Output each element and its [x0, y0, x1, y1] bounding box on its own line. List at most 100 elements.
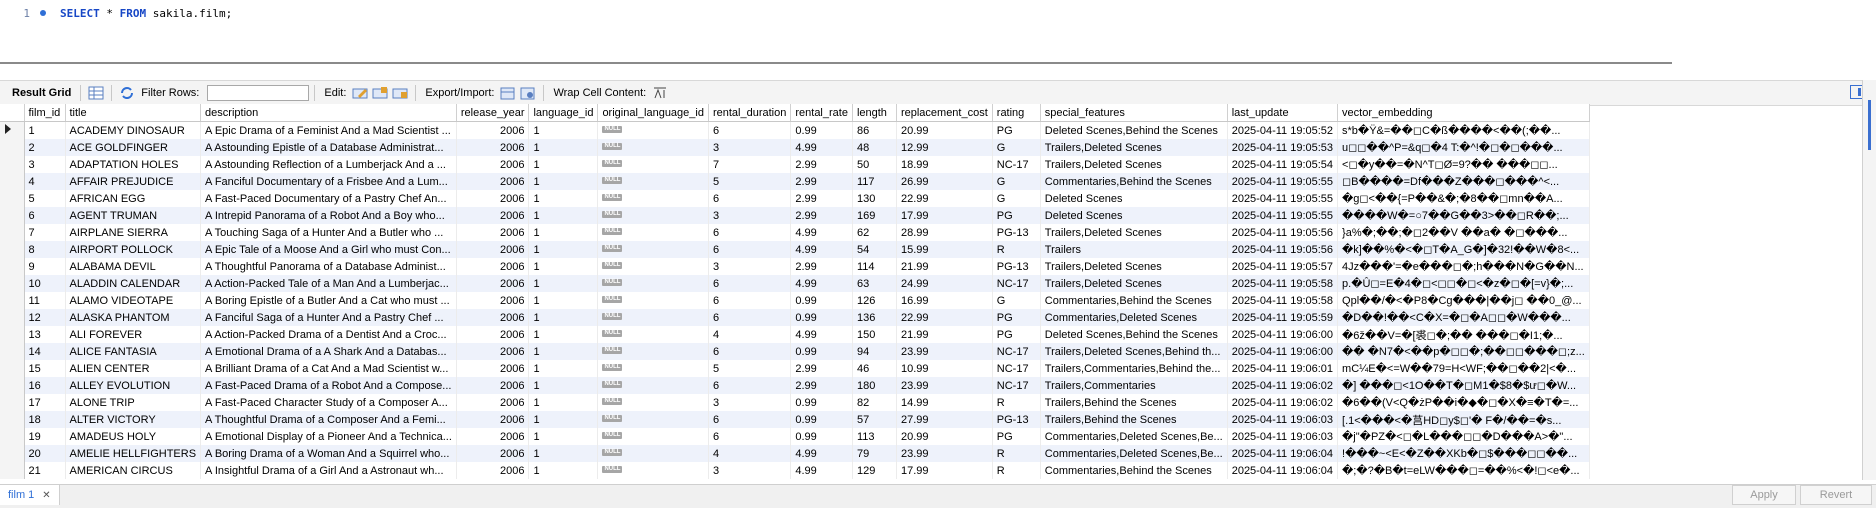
cell-language-id[interactable]: 1 — [528, 207, 599, 224]
cell-language-id[interactable]: 1 — [528, 462, 599, 479]
cell-title[interactable]: ACE GOLDFINGER — [65, 139, 202, 156]
cell-replacement-cost[interactable]: 23.99 — [896, 343, 993, 360]
cell-rental-duration[interactable]: 6 — [708, 190, 792, 207]
cell-rating[interactable]: R — [992, 241, 1041, 258]
result-tab-film-1[interactable]: film 1 ✕ — [0, 485, 60, 505]
cell-film-id[interactable]: 17 — [24, 394, 66, 411]
cell-rating[interactable]: PG-13 — [992, 224, 1041, 241]
cell-rental-duration[interactable]: 6 — [708, 377, 792, 394]
row-header[interactable] — [0, 309, 25, 326]
cell-release-year[interactable]: 2006 — [456, 394, 530, 411]
row-header[interactable] — [0, 190, 25, 207]
cell-rental-duration[interactable]: 3 — [708, 258, 792, 275]
cell-length[interactable]: 180 — [852, 377, 897, 394]
table-row[interactable]: 13 ALI FOREVER A Action-Packed Drama of a … — [0, 326, 1590, 343]
import-icon[interactable] — [520, 86, 536, 100]
cell-special-features[interactable]: Deleted Scenes — [1040, 190, 1228, 207]
cell-special-features[interactable]: Trailers,Deleted Scenes — [1040, 275, 1228, 292]
cell-film-id[interactable]: 15 — [24, 360, 66, 377]
cell-rental-rate[interactable]: 2.99 — [790, 190, 853, 207]
cell-rental-rate[interactable]: 0.99 — [790, 343, 853, 360]
cell-rental-duration[interactable]: 4 — [708, 445, 792, 462]
cell-title[interactable]: AIRPORT POLLOCK — [65, 241, 202, 258]
cell-special-features[interactable]: Trailers,Deleted Scenes — [1040, 156, 1228, 173]
cell-replacement-cost[interactable]: 26.99 — [896, 173, 993, 190]
cell-special-features[interactable]: Trailers — [1040, 241, 1228, 258]
cell-release-year[interactable]: 2006 — [456, 309, 530, 326]
cell-rental-rate[interactable]: 4.99 — [790, 139, 853, 156]
cell-replacement-cost[interactable]: 23.99 — [896, 445, 993, 462]
cell-release-year[interactable]: 2006 — [456, 462, 530, 479]
row-header[interactable] — [0, 326, 25, 343]
cell-release-year[interactable]: 2006 — [456, 121, 530, 139]
cell-special-features[interactable]: Deleted Scenes — [1040, 207, 1228, 224]
cell-rental-rate[interactable]: 4.99 — [790, 275, 853, 292]
cell-original-language-id[interactable]: NULL — [597, 224, 709, 241]
cell-rental-rate[interactable]: 2.99 — [790, 377, 853, 394]
cell-rating[interactable]: PG — [992, 207, 1041, 224]
cell-film-id[interactable]: 11 — [24, 292, 66, 309]
cell-release-year[interactable]: 2006 — [456, 190, 530, 207]
cell-last-update[interactable]: 2025-04-11 19:05:59 — [1227, 309, 1339, 326]
cell-rental-duration[interactable]: 6 — [708, 121, 792, 139]
cell-last-update[interactable]: 2025-04-11 19:06:04 — [1227, 462, 1339, 479]
cell-title[interactable]: ACADEMY DINOSAUR — [65, 121, 202, 139]
cell-rental-rate[interactable]: 2.99 — [790, 173, 853, 190]
cell-replacement-cost[interactable]: 17.99 — [896, 207, 993, 224]
edit-row-icon[interactable] — [352, 86, 368, 100]
cell-description[interactable]: A Fast-Paced Character Study of a Compos… — [200, 394, 457, 411]
cell-last-update[interactable]: 2025-04-11 19:05:57 — [1227, 258, 1339, 275]
table-row[interactable]: 2 ACE GOLDFINGER A Astounding Epistle of a… — [0, 139, 1590, 156]
cell-release-year[interactable]: 2006 — [456, 241, 530, 258]
cell-language-id[interactable]: 1 — [528, 411, 599, 428]
cell-vector-embedding[interactable]: �j"�PZ�<◻�L���◻◻�D���A>�"... — [1337, 428, 1590, 445]
close-icon[interactable]: ✕ — [42, 489, 51, 501]
cell-film-id[interactable]: 1 — [24, 121, 66, 139]
wrap-text-icon[interactable] — [652, 86, 668, 100]
cell-rental-rate[interactable]: 2.99 — [790, 156, 853, 173]
cell-length[interactable]: 62 — [852, 224, 897, 241]
cell-rental-duration[interactable]: 6 — [708, 309, 792, 326]
cell-film-id[interactable]: 7 — [24, 224, 66, 241]
cell-original-language-id[interactable]: NULL — [597, 173, 709, 190]
cell-description[interactable]: A Fast-Paced Drama of a Robot And a Comp… — [200, 377, 457, 394]
cell-description[interactable]: A Touching Saga of a Hunter And a Butler… — [200, 224, 457, 241]
cell-language-id[interactable]: 1 — [528, 173, 599, 190]
cell-title[interactable]: AMELIE HELLFIGHTERS — [65, 445, 202, 462]
cell-rating[interactable]: PG — [992, 121, 1041, 139]
cell-description[interactable]: A Insightful Drama of a Girl And a Astro… — [200, 462, 457, 479]
cell-vector-embedding[interactable]: �6��(V<Q�żP��i�◆�◻�X�≡�T�=... — [1337, 394, 1590, 411]
cell-special-features[interactable]: Commentaries,Behind the Scenes — [1040, 292, 1228, 309]
cell-length[interactable]: 46 — [852, 360, 897, 377]
cell-vector-embedding[interactable]: �6ž��V=�[裘◻�;�� ���◻�I1;�... — [1337, 326, 1590, 343]
cell-release-year[interactable]: 2006 — [456, 207, 530, 224]
cell-special-features[interactable]: Trailers,Behind the Scenes — [1040, 411, 1228, 428]
cell-film-id[interactable]: 14 — [24, 343, 66, 360]
cell-original-language-id[interactable]: NULL — [597, 241, 709, 258]
cell-replacement-cost[interactable]: 12.99 — [896, 139, 993, 156]
cell-language-id[interactable]: 1 — [528, 445, 599, 462]
cell-title[interactable]: AMADEUS HOLY — [65, 428, 202, 445]
table-row[interactable]: 14 ALICE FANTASIA A Emotional Drama of a A… — [0, 343, 1590, 360]
cell-last-update[interactable]: 2025-04-11 19:06:02 — [1227, 377, 1339, 394]
cell-language-id[interactable]: 1 — [528, 156, 599, 173]
cell-last-update[interactable]: 2025-04-11 19:05:54 — [1227, 156, 1339, 173]
table-row[interactable]: 5 AFRICAN EGG A Fast-Paced Documentary of … — [0, 190, 1590, 207]
row-header[interactable] — [0, 156, 25, 173]
cell-film-id[interactable]: 4 — [24, 173, 66, 190]
cell-original-language-id[interactable]: NULL — [597, 428, 709, 445]
table-row[interactable]: 3 ADAPTATION HOLES A Astounding Reflection… — [0, 156, 1590, 173]
cell-last-update[interactable]: 2025-04-11 19:05:55 — [1227, 207, 1339, 224]
row-header[interactable] — [0, 121, 25, 139]
cell-rating[interactable]: PG-13 — [992, 411, 1041, 428]
cell-last-update[interactable]: 2025-04-11 19:06:04 — [1227, 445, 1339, 462]
column-header-vector-embedding[interactable]: vector_embedding — [1337, 104, 1590, 122]
cell-original-language-id[interactable]: NULL — [597, 411, 709, 428]
cell-description[interactable]: A Epic Drama of a Feminist And a Mad Sci… — [200, 121, 457, 139]
cell-release-year[interactable]: 2006 — [456, 156, 530, 173]
cell-original-language-id[interactable]: NULL — [597, 445, 709, 462]
result-grid-tab[interactable]: Result Grid — [12, 87, 72, 99]
table-row[interactable]: 19 AMADEUS HOLY A Emotional Display of a P… — [0, 428, 1590, 445]
column-header-last-update[interactable]: last_update — [1227, 104, 1339, 122]
cell-original-language-id[interactable]: NULL — [597, 258, 709, 275]
